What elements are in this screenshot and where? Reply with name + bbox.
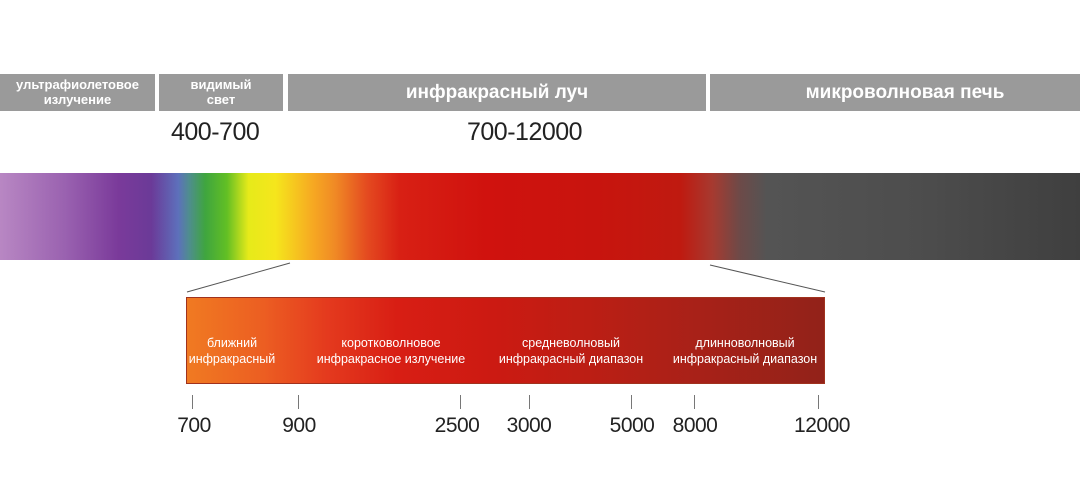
tick-label: 12000 — [794, 414, 850, 437]
tick-mark — [192, 395, 193, 409]
subband-mid: средневолновый инфракрасный диапазон — [499, 336, 643, 367]
subband-long: длинноволновый инфракрасный диапазон — [673, 336, 817, 367]
band-visible-label-line2: свет — [206, 91, 236, 107]
subband-long-line2: инфракрасный диапазон — [672, 351, 818, 366]
tick-label: 3000 — [506, 414, 552, 437]
infrared-subband-bar: ближний инфракрасный коротковолновое инф… — [186, 297, 825, 384]
tick-mark — [818, 395, 819, 409]
subband-near: ближний инфракрасный — [189, 336, 276, 367]
subband-mid-line1: средневолновый — [522, 336, 620, 350]
tick-mark — [298, 395, 299, 409]
subband-short-line2: инфракрасное излучение — [316, 351, 466, 366]
subband-long-line1: длинноволновый — [695, 336, 795, 350]
subband-near-line2: инфракрасный — [188, 351, 276, 366]
band-visible-label-line1: видимый — [190, 76, 252, 92]
tick-mark — [631, 395, 632, 409]
subband-near-line1: ближний — [206, 336, 258, 350]
tick-label: 900 — [282, 414, 316, 437]
band-visible: видимый свет — [159, 74, 283, 111]
zoom-line-left — [186, 262, 291, 293]
band-uv-label-line2: излучение — [43, 91, 112, 107]
visible-range-label: 400-700 — [171, 118, 260, 146]
tick-label: 700 — [177, 414, 211, 437]
band-ultraviolet: ультрафиолетовое излучение — [0, 74, 155, 111]
tick-label: 5000 — [609, 414, 655, 437]
band-infrared: инфракрасный луч — [288, 74, 706, 111]
band-microwave: микроволновая печь — [710, 74, 1080, 111]
tick-label: 2500 — [434, 414, 480, 437]
subband-mid-line2: инфракрасный диапазон — [498, 351, 644, 366]
tick-mark — [529, 395, 530, 409]
zoom-line-right — [709, 264, 826, 293]
spectrum-gradient-bar — [0, 173, 1080, 260]
subband-short-line1: коротковолновое — [341, 336, 441, 350]
tick-mark — [694, 395, 695, 409]
band-uv-label-line1: ультрафиолетовое — [16, 76, 139, 92]
band-infrared-label: инфракрасный луч — [405, 81, 589, 103]
tick-mark — [460, 395, 461, 409]
infrared-range-label: 700-12000 — [467, 118, 583, 146]
subband-short: коротковолновое инфракрасное излучение — [317, 336, 465, 367]
tick-label: 8000 — [672, 414, 718, 437]
band-microwave-label: микроволновая печь — [805, 81, 1005, 103]
